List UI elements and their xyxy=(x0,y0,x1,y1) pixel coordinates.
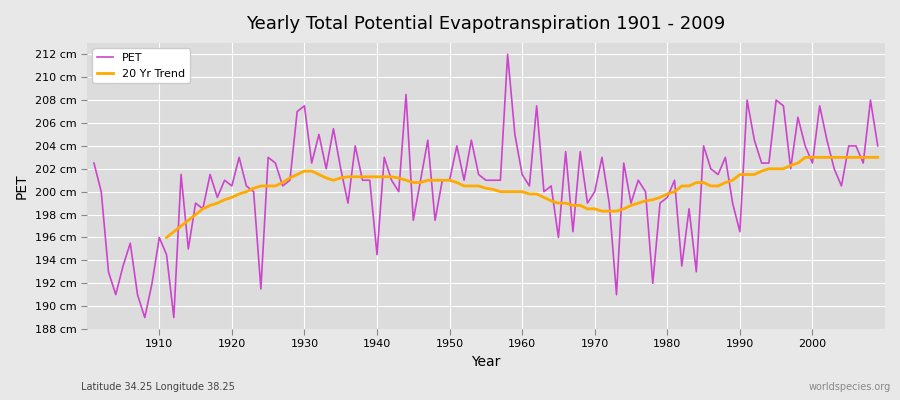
PET xyxy=(88,161,99,166)
20 Yr Trend xyxy=(517,189,527,194)
PET xyxy=(618,161,629,166)
PET xyxy=(524,184,535,188)
Text: Latitude 34.25 Longitude 38.25: Latitude 34.25 Longitude 38.25 xyxy=(81,382,235,392)
20 Yr Trend xyxy=(350,174,361,179)
PET xyxy=(140,315,150,320)
PET xyxy=(154,235,165,240)
PET xyxy=(357,178,368,183)
20 Yr Trend xyxy=(509,189,520,194)
20 Yr Trend xyxy=(604,209,615,214)
Line: PET: PET xyxy=(94,54,878,318)
PET xyxy=(313,132,324,137)
Legend: PET, 20 Yr Trend: PET, 20 Yr Trend xyxy=(93,48,190,83)
PET xyxy=(531,104,542,108)
Y-axis label: PET: PET xyxy=(15,173,29,199)
Line: 20 Yr Trend: 20 Yr Trend xyxy=(166,157,878,238)
Title: Yearly Total Potential Evapotranspiration 1901 - 2009: Yearly Total Potential Evapotranspiratio… xyxy=(247,15,725,33)
PET xyxy=(872,144,883,148)
20 Yr Trend xyxy=(872,155,883,160)
Text: worldspecies.org: worldspecies.org xyxy=(809,382,891,392)
X-axis label: Year: Year xyxy=(472,355,500,369)
20 Yr Trend xyxy=(306,169,317,174)
PET xyxy=(502,52,513,57)
